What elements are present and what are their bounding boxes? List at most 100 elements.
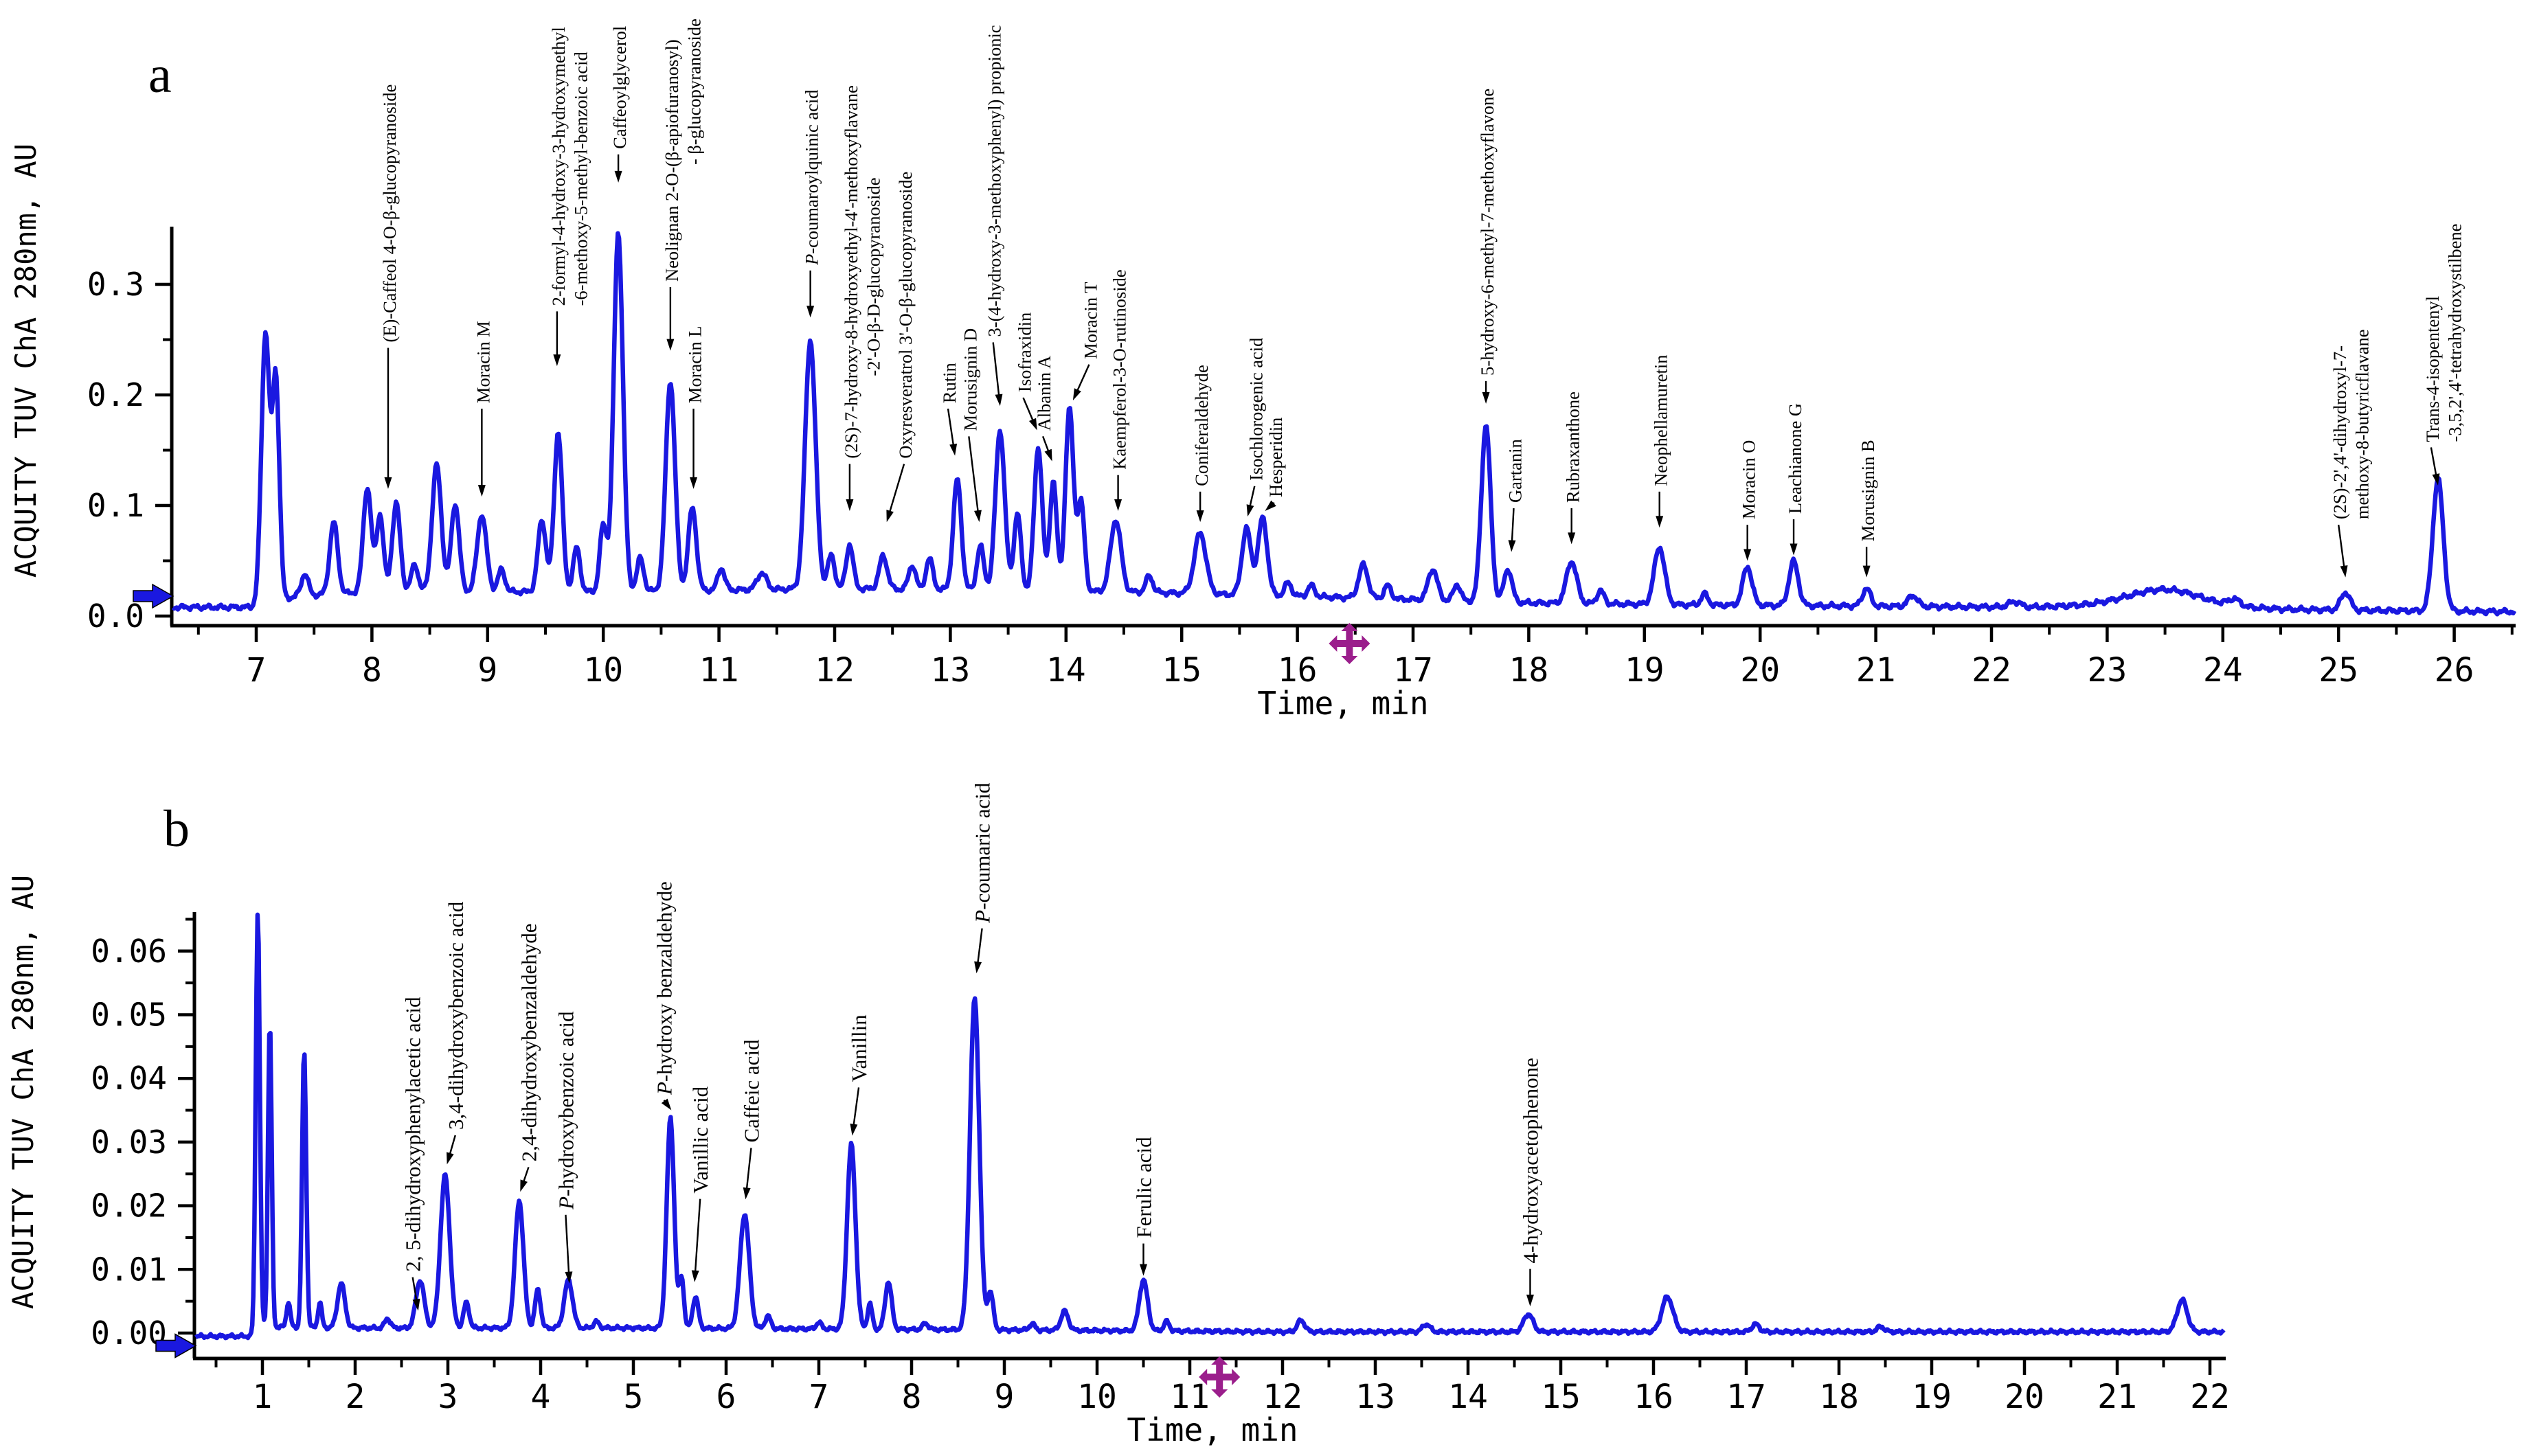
x-tick-label: 7 [247,651,267,690]
peak-arrow [565,1214,570,1274]
x-tick-label: 17 [1726,1378,1766,1416]
trace-a [171,231,2517,617]
peak-label: (E)-Caffeol 4-O-β-glucopyranoside [379,84,400,343]
panel-letter: a [148,46,172,104]
peak-label: 4-hydroxyacetophenone [1518,1058,1542,1264]
peak-label: Caffeic acid [739,1039,763,1143]
peak-label: Moracin T [1080,282,1101,359]
peak-arrow [411,1277,418,1301]
peak-label: Moracin O [1739,440,1759,520]
peak-arrowhead-icon [886,510,894,523]
x-tick-label: 1 [253,1378,273,1416]
peak-arrowhead-icon [973,510,982,523]
peak-label: Morusignin B [1858,440,1878,541]
peak-arrowhead-icon [1790,543,1798,556]
peak-label: Albanin A [1034,356,1054,431]
peak-arrowhead-icon [2432,473,2440,486]
x-tick-label: 6 [716,1378,736,1416]
y-tick-label: 0.03 [91,1124,167,1161]
peak-arrowhead-icon [1246,504,1254,517]
peak-arrowhead-icon [1526,1295,1534,1307]
x-tick-label: 19 [1912,1378,1952,1416]
peak-label: -2'-O-β-D-glucopyranoside [863,178,883,376]
x-tick-label: 9 [995,1378,1015,1416]
x-tick-label: 18 [1819,1378,1859,1416]
peak-arrowhead-icon [1568,532,1576,545]
peak-label: P-hydroxy benzaldehyde [653,881,677,1095]
y-tick-label: 0.0 [87,598,144,635]
x-tick-label: 21 [2097,1378,2137,1416]
peak-label: 2-formyl-4-hydroxy-3-hydroxymethyl [548,27,569,306]
peak-arrow [968,436,980,513]
peak-arrowhead-icon [1508,540,1516,552]
peak-label: Rutin [939,363,960,403]
peak-label: -6-methoxy-5-methyl-benzoic acid [570,52,591,306]
x-tick-label: 22 [2190,1378,2230,1416]
x-tick-label: 26 [2435,651,2474,690]
peak-arrowhead-icon [846,499,854,512]
peak-arrowhead-icon [553,354,561,367]
peak-arrow [888,464,905,514]
peak-arrowhead-icon [1743,549,1752,561]
x-tick-label: 5 [624,1378,644,1416]
axes-a: 0.0 0.1 0.2 0.3 7 8 9 10 11 12 13 14 15 16 17 18 19 20 21 2… [87,227,2516,690]
peak-arrowhead-icon [384,477,392,489]
move-cursor-icon[interactable] [1329,623,1370,664]
peak-arrow [694,1198,701,1273]
chromatogram-panel-a: 0.0 0.1 0.2 0.3 7 8 9 10 11 12 13 14 15 16 17 18 19 20 21 2… [9,19,2517,722]
peak-label: - β-glucopyranoside [684,19,704,165]
peak-arrowhead-icon [412,1298,420,1311]
peak-arrowhead-icon [691,1270,699,1282]
y-axis-title: ACQUITY TUV ChA 280nm, AU [9,144,43,578]
peak-label: Kaempferol-3-O-rutinoside [1109,269,1130,469]
trace-b [194,912,2226,1341]
peak-labels-a: (E)-Caffeol 4-O-β-glucopyranoside Moracin… [379,19,2465,578]
x-tick-label: 16 [1278,651,1318,690]
x-tick-label: 14 [1448,1378,1488,1416]
peak-label: P-hydroxybenzoic acid [554,1011,578,1210]
x-tick-label: 23 [2088,651,2128,690]
chromatogram-a: 0.0 0.1 0.2 0.3 7 8 9 10 11 12 13 14 15 16 17 18 19 20 21 2… [9,19,2517,722]
peak-arrowhead-icon [974,961,982,974]
peak-label: Gartanin [1505,439,1526,503]
peak-arrow [2338,524,2345,568]
x-tick-label: 9 [477,651,497,690]
peak-label: Vanillic acid [688,1086,712,1193]
peak-label: 2, 5-dihydroxyphenylacetic acid [401,997,425,1272]
move-cursor-icon[interactable] [1199,1356,1241,1398]
peak-label: 3,4-dihydroxybenzoic acid [444,901,468,1130]
peak-arrowhead-icon [1114,499,1122,512]
peak-arrowhead-icon [743,1187,751,1200]
chromatogram-panel-b: 0.00 0.01 0.02 0.03 0.04 0.05 0.06 1 2 3 4 5 6 7 8 9 10 1… [0,728,2528,1456]
x-tick-label: 13 [931,651,971,690]
x-tick-label: 12 [815,651,855,690]
peak-arrowhead-icon [661,1098,672,1111]
peak-arrowhead-icon [477,485,486,497]
peak-arrowhead-icon [565,1271,573,1284]
peak-arrowhead-icon [447,1152,454,1165]
peak-arrowhead-icon [614,170,622,183]
axes-b: 0.000.010.020.030.040.050.061 2 3 4 5 6 7 8 9 10 1… [91,912,2230,1416]
peak-label: Neophellamuretin [1651,355,1671,486]
y-tick-label: 0.3 [87,266,144,303]
peak-label: (2S)-2',4'-dihydroxyl-7- [2329,345,2350,519]
peak-label: Hesperidin [1265,418,1286,497]
x-tick-label: 10 [1077,1378,1117,1416]
y-tick-label: 0.1 [87,487,144,524]
y-tick-label: 0.05 [91,997,167,1034]
y-tick-label: 0.00 [91,1315,167,1352]
x-axis-title: Time, min [1127,1411,1298,1448]
peak-arrow [449,1135,456,1156]
y-tick-label: 0.2 [87,376,144,413]
peak-label: Vanillin [847,1014,871,1082]
peak-arrowhead-icon [1862,565,1871,578]
peak-label: Isochlorogenic acid [1245,338,1266,481]
x-tick-label: 10 [583,651,623,690]
right-arrow-icon [155,1333,197,1358]
y-tick-label: 0.06 [91,933,167,970]
peak-arrow [1022,397,1035,422]
peak-arrowhead-icon [666,339,675,351]
x-tick-label: 11 [1170,1378,1210,1416]
peak-arrowhead-icon [690,477,698,489]
x-tick-label: 18 [1509,651,1549,690]
